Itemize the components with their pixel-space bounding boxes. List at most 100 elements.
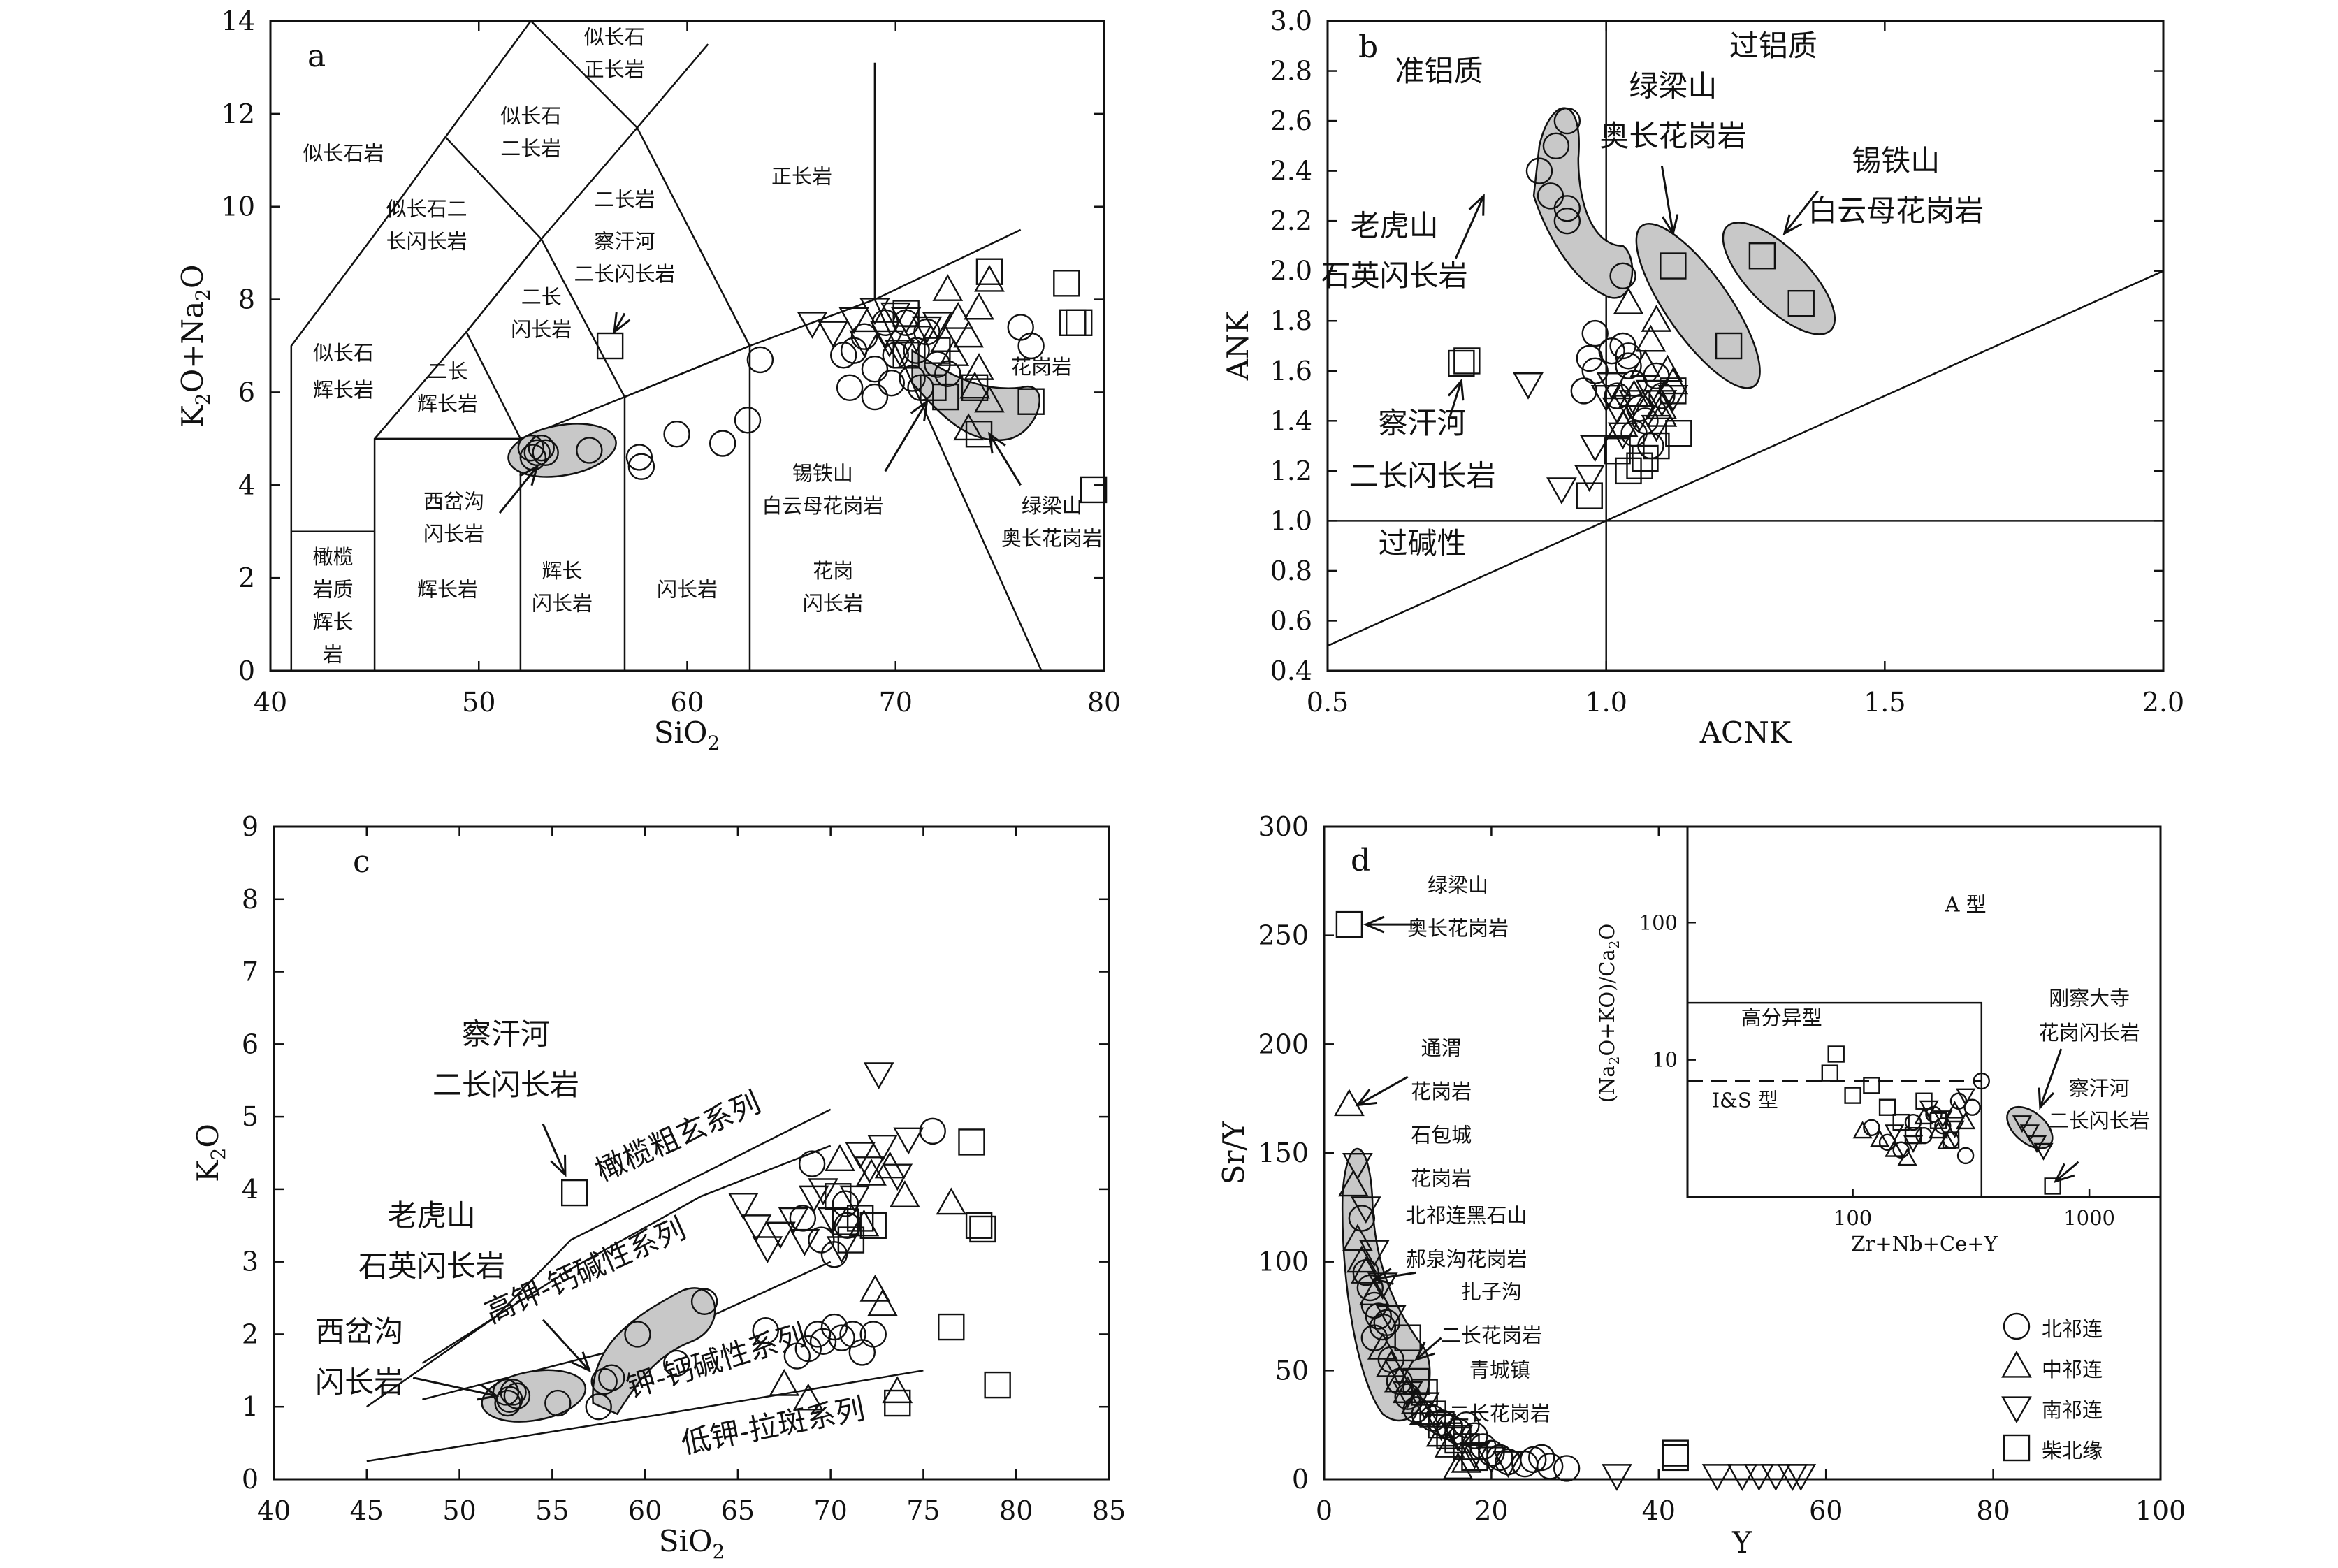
panel-d-point-triangle-down: [1367, 1272, 1398, 1300]
panel-c-arrow-laohushan: [542, 1319, 592, 1373]
panel-b-arrow-xitieshan: [1782, 190, 1819, 236]
panel-a-field-boundary: [465, 238, 542, 333]
panel-b-arrow-lvliangshan: [1660, 166, 1679, 236]
panel-a-point-triangle-up: [953, 320, 984, 348]
panel-b-ticks: 0.5 1.0 1.5 2.0 0.4 0.6 0.8 1.0 1.2 1.4 1.6 1.8 2.0 2…: [1270, 6, 2185, 718]
panel-b-ytick-label: 0.4: [1270, 655, 1312, 686]
inset-point-square: [2044, 1177, 2061, 1195]
panel-d-point-square: [1662, 1439, 1689, 1467]
field-label: 橄榄粗玄系列: [590, 1085, 765, 1188]
inset-ylabel-sub2: 2: [1606, 941, 1622, 950]
panel-c-ytick-label: 5: [242, 1101, 259, 1132]
panel-b-point-circle: [1615, 342, 1642, 370]
panel-a-arrow-chahanhe: [613, 312, 631, 335]
panel-d-point-circle: [1553, 1455, 1581, 1482]
panel-b-point-circle: [1553, 207, 1581, 235]
panel-b-point-circle: [1609, 262, 1636, 290]
panel-c-point-square: [984, 1371, 1011, 1399]
field-label: 二长闪长岩: [2049, 1109, 2150, 1133]
panel-c-xtick-label: 70: [813, 1495, 847, 1526]
panel-c-points: [492, 1062, 1011, 1421]
panel-c-ylabel: K2O: [191, 1124, 230, 1182]
panel-c-point-circle: [798, 1150, 826, 1177]
panel-c-point-triangle-down: [882, 1163, 913, 1191]
panel-d-point-triangle-down: [1384, 1359, 1415, 1387]
panel-c-point-square: [958, 1128, 985, 1156]
panel-c-ytick-label: 4: [242, 1174, 259, 1205]
panel-c-arrow-xichagou-shaft: [412, 1377, 497, 1398]
panel-c-ytick-label: 9: [242, 811, 259, 842]
panel-c-ytick-label: 2: [242, 1319, 259, 1349]
panel-b-point-circle: [1615, 352, 1642, 379]
panel-b-ytick-label: 1.6: [1270, 356, 1312, 386]
inset-frame: [1686, 825, 2162, 1198]
panel-c-point-triangle-down: [808, 1178, 838, 1206]
panel-a-point-square: [932, 383, 959, 411]
panel-a-classification-fields: [290, 20, 1043, 672]
panel-a-point-square: [892, 300, 920, 327]
inset-ticks: 100 1000 10 100: [1639, 910, 2115, 1230]
legend-entry: 南祁连: [2001, 1396, 2103, 1424]
legend-entry: 北祁连: [2003, 1312, 2103, 1341]
inset-point-square: [1892, 1113, 1910, 1131]
panel-c-ytick-label: 0: [242, 1464, 259, 1495]
inset-xlabel: Zr+Nb+Ce+Y: [1851, 1232, 1998, 1256]
panel-d-field-labels: 绿梁山奥长花岗岩通渭花岗岩石包城花岗岩北祁连黑石山郝泉沟花岗岩扎子沟二长花岗岩青…: [1355, 873, 1551, 1425]
panel-a-point-circle: [517, 434, 545, 462]
panel-d-point-triangle-up: [1358, 1278, 1390, 1305]
field-label: 老虎山: [388, 1198, 476, 1233]
panel-a-letter: a: [307, 38, 326, 74]
field-label: 正长岩: [584, 58, 645, 82]
panel-a-point-triangle-down: [922, 312, 953, 339]
panel-b-point-circle: [1598, 337, 1625, 365]
panel-a-point-circle: [532, 439, 559, 466]
field-label: 准铝质: [1395, 54, 1483, 88]
panel-d-point-triangle-down: [1350, 1196, 1381, 1224]
panel-d-point-triangle-up: [1434, 1430, 1465, 1458]
panel-a-point-square: [1059, 309, 1087, 336]
inset-point-circle: [1904, 1113, 1922, 1131]
panel-d-point-triangle-up: [1334, 1089, 1365, 1117]
panel-d-ylabel: Sr/Y: [1217, 1120, 1251, 1184]
inset-point-square: [1878, 1098, 1896, 1116]
inset-point-square: [1821, 1064, 1838, 1082]
panel-a-points: [517, 258, 1108, 504]
inset-point-square: [1929, 1112, 1947, 1129]
panel-c-point-triangle-down: [798, 1185, 829, 1213]
field-label: 西岔沟: [315, 1314, 403, 1349]
panel-a-field-boundary: [444, 136, 542, 240]
panel-b-point-square: [1626, 452, 1653, 479]
panel-c-point-triangle-up: [936, 1187, 967, 1215]
inset-point-triangle-down: [2012, 1115, 2033, 1133]
field-label: 辉长岩: [313, 378, 374, 402]
panel-c-xlabel-main: SiO: [659, 1524, 713, 1558]
panel-b-arrow-lvliangshan-shaft: [1660, 166, 1674, 234]
panel-c-xlabel-sub: 2: [712, 1540, 725, 1563]
panel-c-point-triangle-down: [826, 1236, 857, 1264]
panel-d-xtick-label: 80: [1976, 1495, 2010, 1526]
field-label: 辉长岩: [417, 392, 478, 416]
panel-a-point-circle: [709, 430, 736, 457]
panel-c-arrow-chahanhe-shaft: [542, 1123, 567, 1175]
field-label: 二长花岗岩: [1449, 1402, 1551, 1425]
legend-symbol-triangle-up: [2001, 1350, 2032, 1378]
field-label: 二长: [428, 360, 468, 384]
panel-c-arrow-chahanhe-head: [550, 1154, 567, 1177]
field-label: 花岗闪长岩: [2039, 1021, 2140, 1045]
panel-a-point-square: [1066, 309, 1093, 336]
inset-ylabel-part2: O+KO)/Ca: [1595, 949, 1619, 1056]
panel-c-xtick-label: 80: [999, 1495, 1033, 1526]
panel-c-point-triangle-up: [859, 1275, 891, 1302]
panel-a-point-circle: [829, 342, 857, 369]
panel-c-xtick-label: 60: [628, 1495, 662, 1526]
field-label: 似长石岩: [303, 141, 384, 165]
panel-b-ytick-label: 3.0: [1270, 6, 1312, 36]
panel-b-point-circle: [1581, 319, 1609, 347]
field-label: 锡铁山: [1852, 144, 1940, 178]
panel-c-point-triangle-down: [778, 1207, 809, 1235]
panel-d-point-triangle-down: [1493, 1451, 1524, 1479]
panel-b-point-square: [1448, 349, 1475, 377]
